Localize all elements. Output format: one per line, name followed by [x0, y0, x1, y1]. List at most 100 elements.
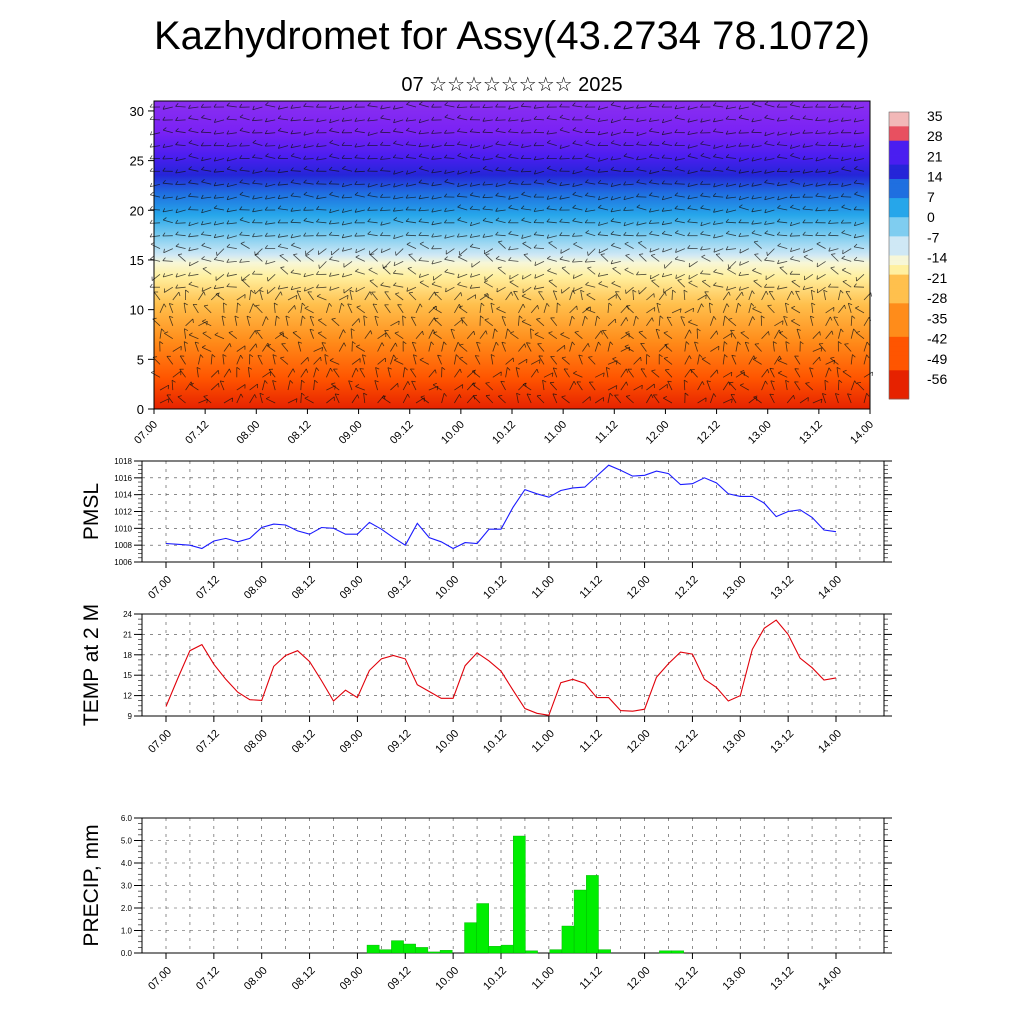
- wind-barb: [605, 367, 609, 378]
- wind-barb-flag: [811, 289, 816, 293]
- wind-barb: [748, 316, 753, 326]
- wind-barb: [777, 360, 788, 365]
- wind-barb: [351, 367, 357, 378]
- wind-barb: [450, 329, 455, 339]
- wind-barb: [841, 258, 852, 262]
- wind-barb: [419, 103, 429, 108]
- wind-barb: [598, 132, 609, 136]
- wind-barb-flag: [626, 305, 631, 307]
- wind-barb: [830, 357, 839, 365]
- wind-barb-flag: [188, 281, 193, 285]
- wind-barb: [786, 395, 794, 404]
- wind-barb: [816, 261, 826, 268]
- wind-barb-flag: [815, 168, 819, 173]
- wind-barb: [405, 234, 417, 237]
- wind-barb: [287, 294, 297, 301]
- wind-barb-flag: [585, 281, 589, 286]
- wind-barb-flag: [700, 118, 703, 123]
- wind-barb: [636, 132, 647, 137]
- wind-barb: [751, 183, 762, 187]
- wind-barb: [636, 222, 647, 226]
- wind-barb-flag: [585, 140, 589, 144]
- wind-barb-flag: [469, 284, 473, 289]
- wind-barb-flag: [470, 273, 473, 278]
- wind-barb-flag: [559, 195, 562, 200]
- wind-barb-flag: [598, 341, 602, 346]
- wind-barb: [610, 220, 621, 224]
- wind-barb-flag: [472, 394, 478, 397]
- wind-barb-flag: [663, 356, 669, 359]
- wind-barb-flag: [290, 234, 293, 239]
- wind-barb-flag: [713, 393, 717, 398]
- wind-barb: [612, 268, 622, 275]
- wind-barb-flag: [330, 367, 333, 372]
- wind-barb: [796, 328, 801, 339]
- wind-barb: [259, 290, 263, 301]
- wind-barb-flag: [824, 379, 829, 383]
- wind-barb: [329, 286, 340, 291]
- wind-barb-flag: [764, 114, 768, 119]
- wind-barb: [265, 119, 276, 123]
- wind-barb: [316, 145, 327, 148]
- wind-barb: [485, 382, 494, 391]
- wind-barb-flag: [458, 304, 462, 308]
- wind-barb: [646, 383, 655, 391]
- wind-barb: [521, 321, 532, 327]
- wind-barb-flag: [494, 328, 498, 333]
- temp-x-tick-label: 10.12: [481, 728, 509, 756]
- wind-barb-flag: [713, 234, 716, 239]
- precip-bar: [439, 950, 453, 954]
- wind-barb-flag: [329, 127, 333, 131]
- wind-barb: [482, 196, 493, 199]
- wind-barb: [407, 268, 417, 275]
- wind-barb: [163, 219, 173, 224]
- wind-barb-flag: [649, 230, 653, 235]
- wind-barb-flag: [751, 220, 754, 225]
- wind-barb: [625, 305, 634, 314]
- wind-barb: [572, 143, 583, 146]
- wind-barb-flag: [656, 302, 661, 306]
- wind-barb-flag: [855, 306, 860, 309]
- wind-barb-flag: [700, 205, 704, 209]
- wind-barb: [828, 222, 839, 224]
- wind-barb-flag: [202, 319, 206, 322]
- wind-barb-flag: [809, 367, 814, 370]
- wind-barb-flag: [175, 195, 178, 200]
- wind-barb: [329, 209, 340, 214]
- wind-barb-flag: [280, 266, 285, 269]
- wind-barb: [600, 254, 609, 262]
- wind-barb: [664, 369, 673, 378]
- wind-barb-flag: [687, 182, 690, 187]
- temp-y-tick-label: 12: [123, 692, 132, 701]
- wind-barb-flag: [329, 118, 332, 123]
- colorbar-segment: [889, 150, 909, 156]
- wind-barb-flag: [202, 331, 207, 334]
- wind-barb-flag: [226, 195, 229, 200]
- wind-barb-flag: [623, 105, 626, 110]
- wind-barb-flag: [632, 289, 637, 293]
- wind-barb-flag: [234, 315, 239, 319]
- wind-barb: [433, 332, 442, 340]
- wind-barb: [533, 118, 545, 121]
- wind-barb-flag: [609, 341, 614, 346]
- wind-barb-flag: [610, 101, 615, 106]
- wind-barb-flag: [291, 242, 295, 246]
- wind-barb-flag: [201, 345, 206, 348]
- wind-barb: [505, 367, 508, 378]
- wind-barb: [835, 393, 839, 404]
- wind-barb-flag: [751, 182, 754, 187]
- wind-barb-flag: [623, 129, 627, 133]
- wind-barb-flag: [639, 253, 644, 255]
- wind-barb: [347, 303, 353, 314]
- wind-barb: [290, 209, 301, 212]
- wind-barb: [469, 208, 481, 211]
- wind-barb: [472, 395, 481, 404]
- wind-barb-flag: [328, 180, 333, 185]
- wind-barb: [278, 208, 289, 211]
- wind-barb: [611, 196, 621, 201]
- wind-barb-flag: [610, 196, 613, 201]
- wind-barb-flag: [625, 317, 629, 322]
- wind-barb: [296, 290, 302, 301]
- wind-barb-flag: [713, 166, 717, 171]
- wind-barb: [726, 106, 737, 110]
